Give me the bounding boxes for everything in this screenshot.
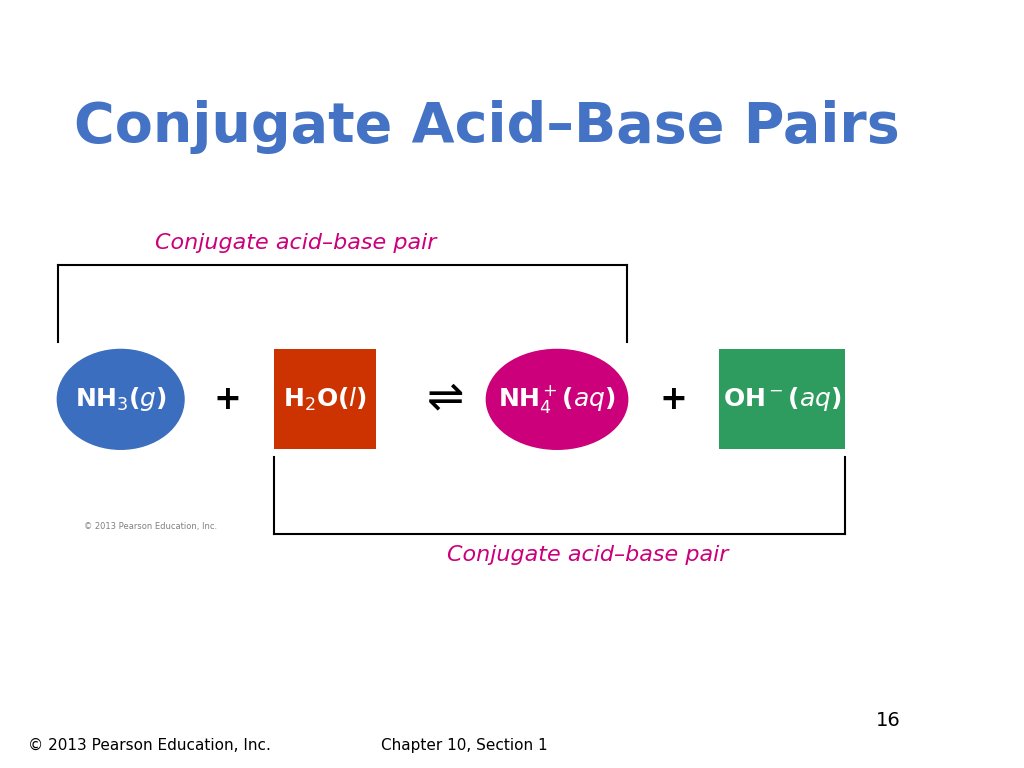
Ellipse shape [57, 349, 184, 449]
Text: OH$^-$($aq$): OH$^-$($aq$) [723, 386, 842, 413]
Text: Conjugate acid–base pair: Conjugate acid–base pair [156, 233, 437, 253]
Text: © 2013 Pearson Education, Inc.: © 2013 Pearson Education, Inc. [84, 522, 217, 531]
Text: Conjugate acid–base pair: Conjugate acid–base pair [446, 545, 728, 565]
FancyBboxPatch shape [720, 349, 845, 449]
Text: NH$_3$($g$): NH$_3$($g$) [75, 386, 167, 413]
Text: +: + [659, 383, 687, 415]
Text: Conjugate Acid–Base Pairs: Conjugate Acid–Base Pairs [75, 100, 900, 154]
Text: © 2013 Pearson Education, Inc.: © 2013 Pearson Education, Inc. [28, 737, 270, 753]
Text: +: + [214, 383, 242, 415]
Text: 16: 16 [876, 710, 900, 730]
Text: NH$_4^+$($aq$): NH$_4^+$($aq$) [499, 383, 615, 415]
Ellipse shape [486, 349, 628, 449]
Text: $\rightleftharpoons$: $\rightleftharpoons$ [418, 378, 464, 421]
FancyBboxPatch shape [273, 349, 376, 449]
Text: H$_2$O($l$): H$_2$O($l$) [283, 386, 367, 413]
Text: Chapter 10, Section 1: Chapter 10, Section 1 [381, 737, 548, 753]
